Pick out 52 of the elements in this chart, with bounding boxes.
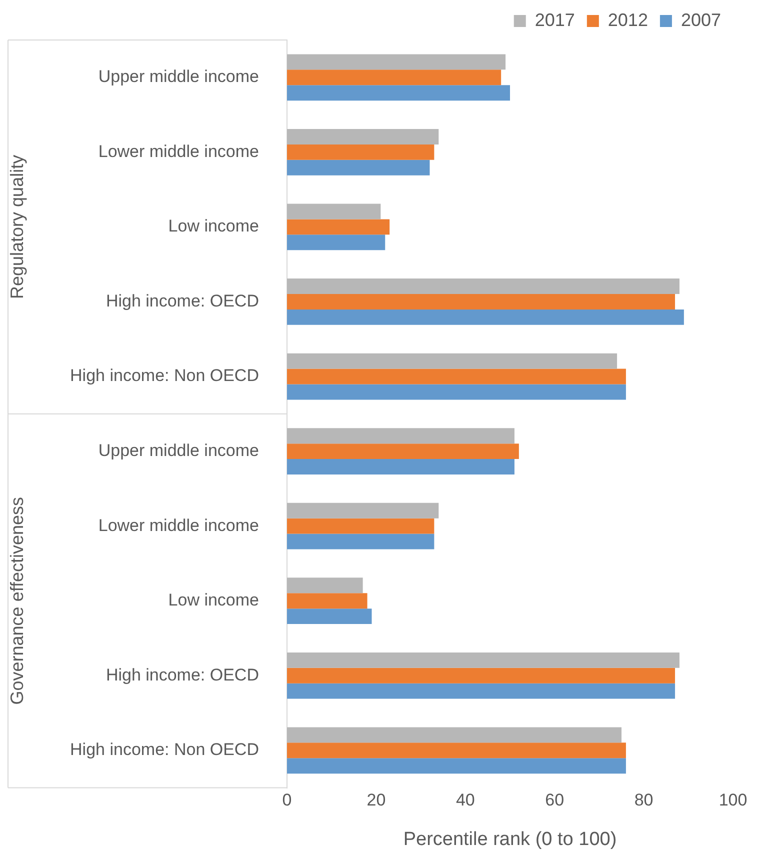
bar xyxy=(287,683,676,699)
bar xyxy=(287,502,439,518)
bar xyxy=(287,144,434,160)
bar xyxy=(287,353,618,369)
x-tick-label: 0 xyxy=(282,790,292,810)
y-tick-label: High income: Non OECD xyxy=(70,366,259,386)
bar xyxy=(287,219,390,235)
y-tick-label: Low income xyxy=(168,216,259,236)
bar xyxy=(287,160,430,176)
bar xyxy=(287,234,386,250)
legend-label: 2017 xyxy=(534,10,575,30)
x-tick-label: 40 xyxy=(456,790,475,810)
bar xyxy=(287,518,434,534)
bar xyxy=(287,742,626,758)
bar xyxy=(287,54,506,70)
y-tick-label: Upper middle income xyxy=(98,67,259,86)
x-axis-title: Percentile rank (0 to 100) xyxy=(403,828,617,850)
bar xyxy=(287,309,684,325)
bar xyxy=(287,70,502,86)
bar xyxy=(287,459,514,474)
bar xyxy=(287,278,680,294)
y-tick-label: High income: OECD xyxy=(106,291,259,310)
bar xyxy=(287,368,626,384)
bar xyxy=(287,428,514,444)
x-tick-label: 20 xyxy=(366,790,386,810)
bar xyxy=(287,85,510,101)
bar xyxy=(287,593,368,609)
y-tick-label: Low income xyxy=(168,590,259,610)
y-tick-label: Lower middle income xyxy=(98,516,259,535)
bar xyxy=(287,128,439,144)
legend-label: 2007 xyxy=(680,10,722,30)
y-tick-label: Upper middle income xyxy=(98,440,259,460)
bar xyxy=(287,727,622,743)
x-tick-label: 80 xyxy=(634,790,654,810)
y-tick-label: Lower middle income xyxy=(98,142,259,161)
bar xyxy=(287,608,372,624)
text: Governance effectiveness xyxy=(6,496,27,705)
bar xyxy=(287,294,676,310)
text: Regulatory quality xyxy=(6,154,27,299)
bar xyxy=(287,204,381,220)
bar xyxy=(287,652,680,668)
y-tick-label: High income: OECD xyxy=(106,665,259,684)
x-tick-label: 60 xyxy=(545,790,564,810)
x-tick-label: 100 xyxy=(718,790,748,810)
bar xyxy=(287,384,626,400)
legend-label: 2012 xyxy=(608,10,648,30)
bar xyxy=(287,668,676,684)
bar xyxy=(287,534,434,550)
y-tick-label: High income: Non OECD xyxy=(70,740,259,760)
bar xyxy=(287,578,363,594)
bar xyxy=(287,444,519,460)
bar xyxy=(287,758,626,774)
